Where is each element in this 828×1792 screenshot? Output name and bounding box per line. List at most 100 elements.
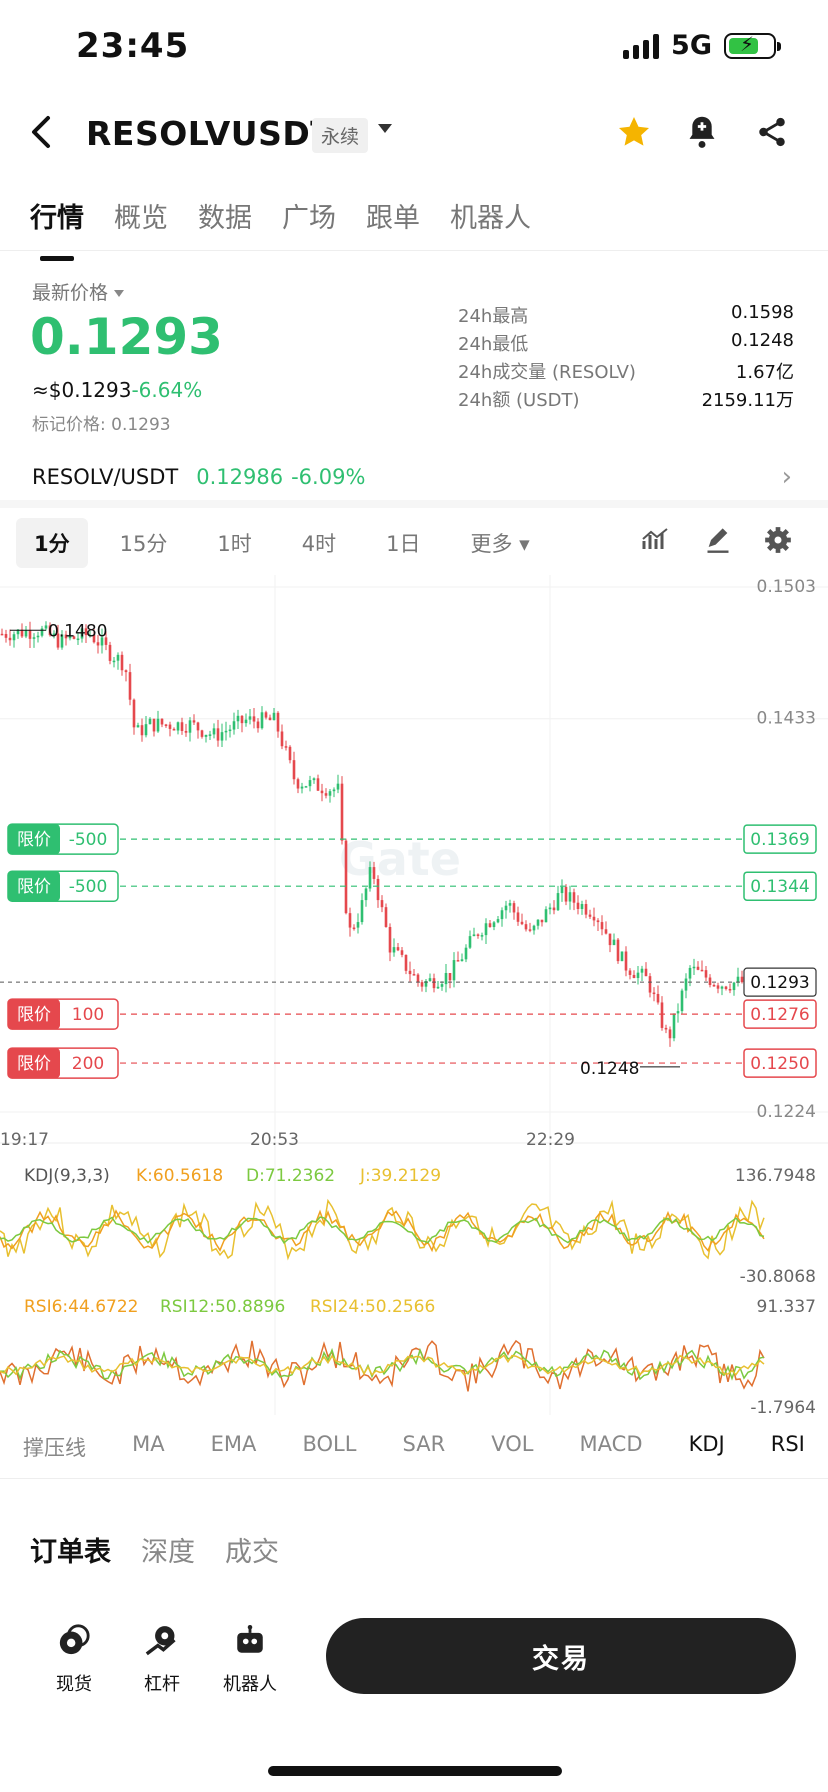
stat-row: 24h最低 0.1248	[458, 330, 794, 355]
candle-body	[488, 923, 492, 928]
tab-trades[interactable]: 成交	[225, 1537, 279, 1568]
kdj-label: KDJ(9,3,3)	[24, 1166, 110, 1186]
price-change: -6.64%	[131, 378, 203, 402]
candle-body	[444, 973, 448, 985]
ind-sar[interactable]: SAR	[402, 1432, 446, 1456]
candle-body	[40, 628, 44, 636]
time-tick-label: 19:17	[0, 1130, 49, 1150]
spot-button[interactable]: 现货	[34, 1620, 114, 1696]
candle-body	[76, 638, 80, 641]
price-chart[interactable]: Gate 限价 -500 0.1369 限价 -500 0.1344 限价 100 0.1276…	[0, 575, 828, 1429]
ind-macd[interactable]: MACD	[579, 1432, 643, 1456]
candle-body	[336, 783, 340, 790]
stat-row: 24h成交量 (RESOLV) 1.67亿	[458, 362, 794, 383]
share-icon[interactable]	[752, 112, 792, 152]
order-price-box	[743, 999, 817, 1029]
candle-body	[424, 980, 428, 987]
kdj-k-value: K:60.5618	[136, 1166, 223, 1186]
rsi-min-label: -1.7964	[750, 1398, 816, 1418]
candle-body	[180, 722, 184, 731]
tab-market[interactable]: 行情	[30, 196, 84, 261]
trade-button[interactable]: 交易	[326, 1618, 796, 1694]
candle-body	[716, 985, 720, 989]
ind-support-resistance[interactable]: 撑压线	[23, 1436, 87, 1460]
status-indicators: 5G ⚡	[623, 30, 781, 61]
order-lines[interactable]: 限价 -500 0.1369 限价 -500 0.1344 限价 100 0.1276 限价 200…	[0, 823, 817, 1079]
candle-body	[140, 725, 144, 736]
candle-body	[24, 630, 28, 637]
candle-body	[116, 654, 120, 661]
chart-svg[interactable]: Gate 限价 -500 0.1369 限价 -500 0.1344 限价 100 0.1276…	[0, 575, 828, 1425]
pair-dropdown-caret-icon[interactable]	[378, 124, 392, 133]
candle-body	[312, 778, 316, 781]
candle-body	[252, 716, 256, 722]
candle-body	[188, 720, 192, 733]
candle-body	[460, 959, 464, 962]
interval-1h[interactable]: 1时	[217, 532, 252, 556]
interval-1m[interactable]: 1分	[16, 518, 88, 568]
candle-body	[652, 992, 656, 995]
time-tick-label: 20:53	[250, 1130, 299, 1150]
tab-depth[interactable]: 深度	[141, 1537, 195, 1568]
candle-body	[448, 973, 452, 981]
latest-price: 0.1293	[30, 308, 223, 366]
ind-ema[interactable]: EMA	[210, 1432, 257, 1456]
ind-rsi[interactable]: RSI	[770, 1432, 805, 1456]
candle-body	[4, 634, 8, 638]
order-type-label: 限价	[17, 830, 51, 850]
candle-body	[436, 986, 440, 989]
candle-body	[348, 913, 352, 928]
candle-body	[144, 724, 148, 736]
gate-watermark: Gate	[339, 832, 461, 886]
candle-body	[396, 947, 400, 951]
candle-body	[216, 728, 220, 741]
latest-price-label[interactable]: 最新价格	[32, 278, 125, 305]
bell-add-icon[interactable]	[682, 112, 722, 152]
candle-body	[232, 721, 236, 730]
ind-kdj[interactable]: KDJ	[688, 1432, 725, 1456]
candle-body	[176, 722, 180, 731]
ind-divider	[0, 1478, 828, 1479]
tab-square[interactable]: 广场	[282, 203, 336, 234]
settings-gear-icon[interactable]	[760, 522, 796, 558]
interval-1d[interactable]: 1日	[386, 532, 421, 556]
pair-title[interactable]: RESOLVUSDT	[86, 114, 334, 153]
interval-4h[interactable]: 4时	[301, 532, 337, 556]
indicator-chart-icon[interactable]	[638, 522, 674, 558]
ind-ma[interactable]: MA	[132, 1432, 165, 1456]
back-arrow-icon[interactable]	[28, 112, 52, 162]
spot-pair-row[interactable]: RESOLV/USDT 0.12986 -6.09% ›	[32, 462, 792, 492]
candle-body	[52, 633, 56, 636]
ind-boll[interactable]: BOLL	[302, 1432, 357, 1456]
ind-vol[interactable]: VOL	[491, 1432, 534, 1456]
tab-bot[interactable]: 机器人	[450, 203, 531, 234]
candle-body	[32, 637, 36, 639]
interval-15m[interactable]: 15分	[119, 532, 168, 556]
candle-body	[208, 734, 212, 736]
candle-body	[244, 719, 248, 724]
tab-overview[interactable]: 概览	[114, 203, 168, 234]
candle-body	[368, 867, 372, 889]
tab-order-book[interactable]: 订单表	[30, 1537, 111, 1568]
robot-icon	[230, 1620, 270, 1660]
star-icon[interactable]	[614, 112, 654, 152]
candle-body	[276, 712, 280, 732]
draw-pen-icon[interactable]	[700, 522, 736, 558]
tab-data[interactable]: 数据	[198, 203, 252, 234]
usd-price-line: ≈$0.1293-6.64%	[32, 378, 202, 402]
candle-body	[220, 732, 224, 741]
candle-body	[160, 718, 164, 725]
interval-more[interactable]: 更多 ▾	[470, 532, 530, 556]
candle-body	[96, 642, 100, 646]
candle-body	[568, 892, 572, 902]
tab-copy-trade[interactable]: 跟单	[366, 203, 420, 234]
margin-button[interactable]: 杠杆	[122, 1620, 202, 1696]
status-time: 23:45	[76, 26, 190, 66]
candle-body	[736, 976, 740, 983]
rsi24-line	[0, 1354, 765, 1377]
order-qty-label: 200	[72, 1054, 104, 1074]
candle-body	[616, 939, 620, 962]
spot-change: -6.09%	[291, 465, 366, 489]
rsi-panel: RSI6:44.6722 RSI12:50.8896 RSI24:50.2566 91…	[0, 1297, 816, 1418]
bot-button[interactable]: 机器人	[210, 1620, 290, 1696]
